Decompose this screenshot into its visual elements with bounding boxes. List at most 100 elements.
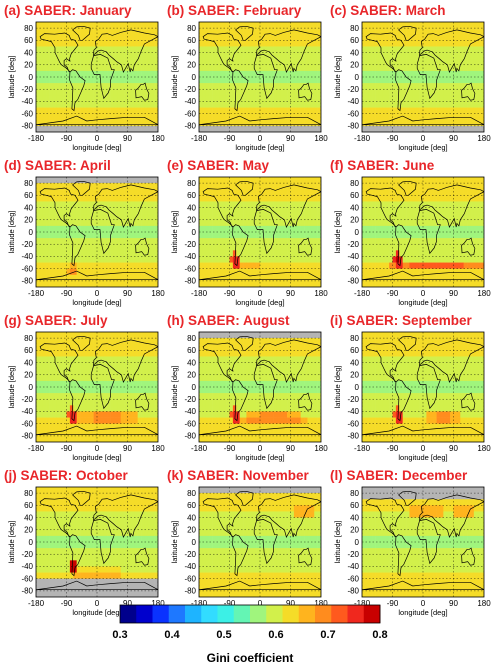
- heat-cell: [107, 113, 111, 121]
- heat-cell: [470, 58, 475, 66]
- heat-cell: [127, 46, 132, 53]
- heat-cell: [273, 262, 278, 269]
- heat-cell: [423, 177, 427, 184]
- heat-cell: [90, 429, 94, 437]
- heat-cell: [154, 387, 158, 394]
- x-tick-label: 90: [286, 134, 295, 143]
- heat-cell: [93, 362, 98, 369]
- heat-cell: [382, 262, 387, 269]
- heat-cell: [154, 225, 158, 233]
- heat-cell: [127, 40, 132, 47]
- heat-cell: [90, 362, 94, 369]
- heat-cell: [429, 34, 434, 41]
- heat-cell: [73, 22, 77, 29]
- heat-cell: [120, 189, 125, 196]
- heat-cell: [243, 177, 247, 184]
- heat-cell: [416, 40, 420, 47]
- heat-cell: [141, 213, 145, 221]
- heat-cell: [56, 46, 61, 53]
- heat-cell: [103, 256, 108, 263]
- heat-cell: [473, 256, 478, 263]
- heat-cell: [463, 34, 468, 41]
- heat-cell: [52, 113, 57, 121]
- heat-cell: [100, 393, 105, 400]
- heat-cell: [399, 262, 403, 269]
- heat-cell: [253, 250, 257, 257]
- heat-cell: [402, 22, 407, 29]
- heat-cell: [46, 368, 50, 376]
- heat-cell: [253, 119, 257, 127]
- heat-cell: [314, 125, 318, 132]
- heat-cell: [212, 332, 217, 339]
- heat-cell: [151, 387, 155, 394]
- heat-cell: [402, 244, 407, 251]
- heat-cell: [63, 219, 67, 227]
- heat-cell: [378, 256, 383, 263]
- heat-cell: [419, 183, 424, 190]
- heat-cell: [283, 213, 288, 221]
- heat-cell: [229, 46, 234, 53]
- heat-cell: [382, 70, 387, 78]
- heat-cell: [314, 107, 318, 114]
- coastline-africa: [90, 209, 115, 255]
- heat-cell: [127, 95, 132, 102]
- heat-cell: [66, 113, 71, 121]
- heat-cell: [76, 119, 81, 127]
- heat-cell: [39, 58, 44, 66]
- heat-cell: [443, 268, 448, 276]
- heat-cell: [429, 95, 434, 102]
- heat-cell: [56, 107, 61, 114]
- heat-cell: [419, 219, 424, 227]
- heat-cell: [297, 95, 301, 102]
- heat-cell: [120, 411, 125, 418]
- heat-cell: [375, 213, 380, 221]
- heat-cell: [409, 46, 414, 53]
- heat-cell: [246, 70, 251, 78]
- heat-cell: [443, 77, 448, 84]
- heat-cell: [103, 232, 108, 239]
- heat-cell: [439, 46, 444, 53]
- heat-cell: [107, 405, 111, 412]
- heat-cell: [423, 256, 427, 263]
- heat-cell: [362, 52, 366, 59]
- heat-cell: [290, 238, 295, 245]
- heat-cell: [86, 125, 91, 132]
- heat-cell: [46, 219, 50, 227]
- heat-cell: [300, 77, 305, 84]
- heat-cell: [426, 195, 431, 202]
- heat-cell: [147, 268, 152, 276]
- heat-cell: [80, 429, 84, 437]
- heat-cell: [46, 46, 50, 53]
- heat-cell: [436, 256, 441, 263]
- heat-cell: [385, 107, 390, 114]
- heat-cell: [426, 274, 431, 282]
- heat-cell: [110, 52, 115, 59]
- heat-cell: [477, 34, 481, 41]
- heat-cell: [52, 125, 57, 132]
- heat-cell: [127, 350, 132, 357]
- heat-cell: [429, 262, 434, 269]
- heat-cell: [76, 34, 81, 41]
- coastline-eurasia: [93, 29, 158, 74]
- heat-cell: [433, 70, 437, 78]
- heat-cell: [456, 250, 461, 257]
- heat-cell: [144, 28, 149, 35]
- heat-cell: [117, 423, 122, 431]
- heat-cell: [232, 207, 237, 214]
- heat-cell: [416, 77, 420, 84]
- heat-cell: [120, 423, 125, 431]
- heat-cell: [416, 101, 420, 108]
- heat-cell: [226, 356, 230, 363]
- heat-cell: [253, 95, 257, 102]
- heat-cell: [287, 213, 291, 221]
- heat-cell: [362, 268, 366, 276]
- heat-cell: [368, 40, 373, 47]
- heat-cell: [439, 64, 444, 72]
- heat-cell: [103, 393, 108, 400]
- heat-cell: [46, 40, 50, 47]
- heat-cell: [63, 95, 67, 102]
- heat-cell: [426, 95, 431, 102]
- heat-cell: [256, 46, 261, 53]
- heat-cell: [402, 107, 407, 114]
- map-area: [199, 22, 321, 132]
